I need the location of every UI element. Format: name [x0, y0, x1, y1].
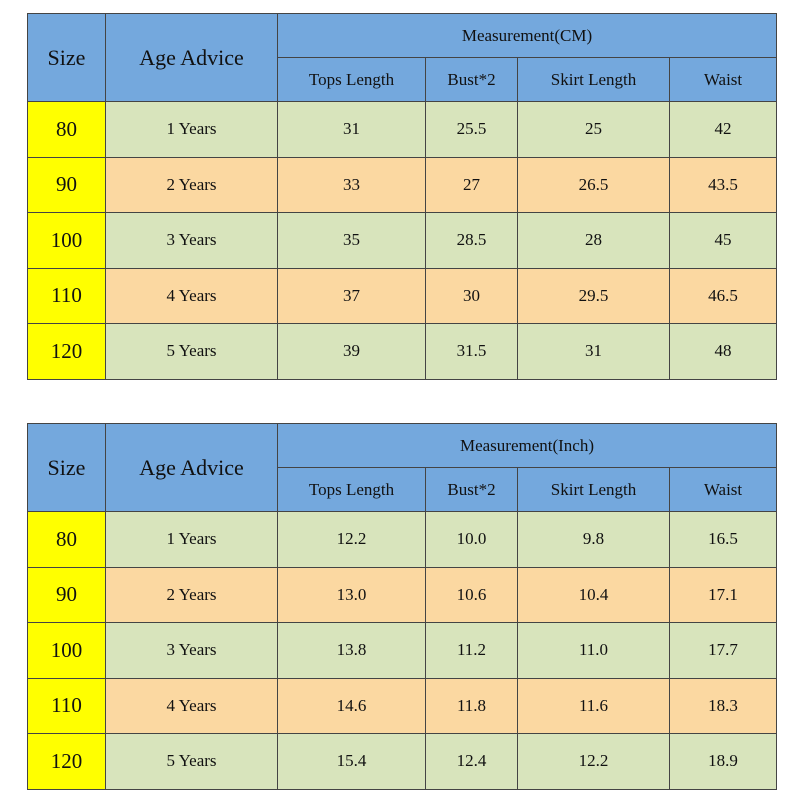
data-cell: 11.2: [425, 622, 518, 679]
size-cell: 90: [27, 156, 106, 213]
data-cell: 11.6: [517, 677, 670, 734]
data-row: 100 3 Years 35 28.5 28 45: [27, 212, 777, 269]
data-row: 90 2 Years 33 27 26.5 43.5: [27, 156, 777, 213]
data-cell: 13.0: [277, 566, 426, 623]
size-cell: 100: [27, 622, 106, 679]
column-header: Tops Length: [277, 57, 426, 102]
column-header: Skirt Length: [517, 467, 670, 512]
size-cell: 80: [27, 511, 106, 568]
data-row: 80 1 Years 31 25.5 25 42: [27, 101, 777, 158]
data-cell: 18.9: [669, 733, 777, 790]
column-header: Tops Length: [277, 467, 426, 512]
age-header: Age Advice: [105, 13, 278, 102]
header-row: Size Age Advice Measurement(Inch): [27, 423, 777, 512]
data-cell: 13.8: [277, 622, 426, 679]
data-cell: 4 Years: [105, 677, 278, 734]
data-cell: 5 Years: [105, 323, 278, 380]
data-cell: 14.6: [277, 677, 426, 734]
data-cell: 12.2: [517, 733, 670, 790]
data-cell: 35: [277, 212, 426, 269]
data-row: 100 3 Years 13.8 11.2 11.0 17.7: [27, 622, 777, 679]
data-cell: 1 Years: [105, 511, 278, 568]
data-cell: 25.5: [425, 101, 518, 158]
data-cell: 31: [517, 323, 670, 380]
data-cell: 2 Years: [105, 156, 278, 213]
data-cell: 28: [517, 212, 670, 269]
data-cell: 29.5: [517, 267, 670, 324]
data-cell: 12.2: [277, 511, 426, 568]
data-cell: 28.5: [425, 212, 518, 269]
size-table: Size Age Advice Measurement(CM) Tops Length…: [27, 13, 777, 380]
size-cell: 100: [27, 212, 106, 269]
data-cell: 3 Years: [105, 622, 278, 679]
data-cell: 3 Years: [105, 212, 278, 269]
data-cell: 1 Years: [105, 101, 278, 158]
data-cell: 45: [669, 212, 777, 269]
data-cell: 9.8: [517, 511, 670, 568]
size-header: Size: [27, 13, 106, 102]
size-header: Size: [27, 423, 106, 512]
data-cell: 30: [425, 267, 518, 324]
data-row: 80 1 Years 12.2 10.0 9.8 16.5: [27, 511, 777, 568]
data-cell: 2 Years: [105, 566, 278, 623]
data-cell: 43.5: [669, 156, 777, 213]
data-cell: 10.4: [517, 566, 670, 623]
data-row: 90 2 Years 13.0 10.6 10.4 17.1: [27, 566, 777, 623]
data-cell: 12.4: [425, 733, 518, 790]
data-cell: 33: [277, 156, 426, 213]
data-cell: 42: [669, 101, 777, 158]
size-cell: 120: [27, 323, 106, 380]
size-cell: 110: [27, 677, 106, 734]
column-header: Bust*2: [425, 467, 518, 512]
size-cell: 80: [27, 101, 106, 158]
data-cell: 10.6: [425, 566, 518, 623]
data-cell: 17.1: [669, 566, 777, 623]
data-cell: 48: [669, 323, 777, 380]
data-row: 110 4 Years 37 30 29.5 46.5: [27, 267, 777, 324]
data-cell: 5 Years: [105, 733, 278, 790]
data-cell: 11.0: [517, 622, 670, 679]
column-header: Bust*2: [425, 57, 518, 102]
data-cell: 4 Years: [105, 267, 278, 324]
size-table: Size Age Advice Measurement(Inch) Tops Leng…: [27, 423, 777, 790]
size-cell: 90: [27, 566, 106, 623]
data-cell: 11.8: [425, 677, 518, 734]
data-cell: 10.0: [425, 511, 518, 568]
data-cell: 31: [277, 101, 426, 158]
data-cell: 25: [517, 101, 670, 158]
data-cell: 17.7: [669, 622, 777, 679]
data-cell: 27: [425, 156, 518, 213]
header-row: Size Age Advice Measurement(CM): [27, 13, 777, 102]
data-row: 120 5 Years 15.4 12.4 12.2 18.9: [27, 733, 777, 790]
data-cell: 39: [277, 323, 426, 380]
age-header: Age Advice: [105, 423, 278, 512]
measurement-header: Measurement(Inch): [277, 423, 777, 468]
data-cell: 26.5: [517, 156, 670, 213]
data-row: 120 5 Years 39 31.5 31 48: [27, 323, 777, 380]
data-cell: 46.5: [669, 267, 777, 324]
data-cell: 18.3: [669, 677, 777, 734]
column-header: Waist: [669, 57, 777, 102]
data-cell: 31.5: [425, 323, 518, 380]
measurement-header: Measurement(CM): [277, 13, 777, 58]
header-row: Tops Length Bust*2 Skirt Length Waist: [28, 467, 777, 512]
data-cell: 16.5: [669, 511, 777, 568]
size-cell: 120: [27, 733, 106, 790]
column-header: Skirt Length: [517, 57, 670, 102]
size-cell: 110: [27, 267, 106, 324]
header-row: Tops Length Bust*2 Skirt Length Waist: [28, 57, 777, 102]
data-cell: 15.4: [277, 733, 426, 790]
data-cell: 37: [277, 267, 426, 324]
column-header: Waist: [669, 467, 777, 512]
data-row: 110 4 Years 14.6 11.8 11.6 18.3: [27, 677, 777, 734]
